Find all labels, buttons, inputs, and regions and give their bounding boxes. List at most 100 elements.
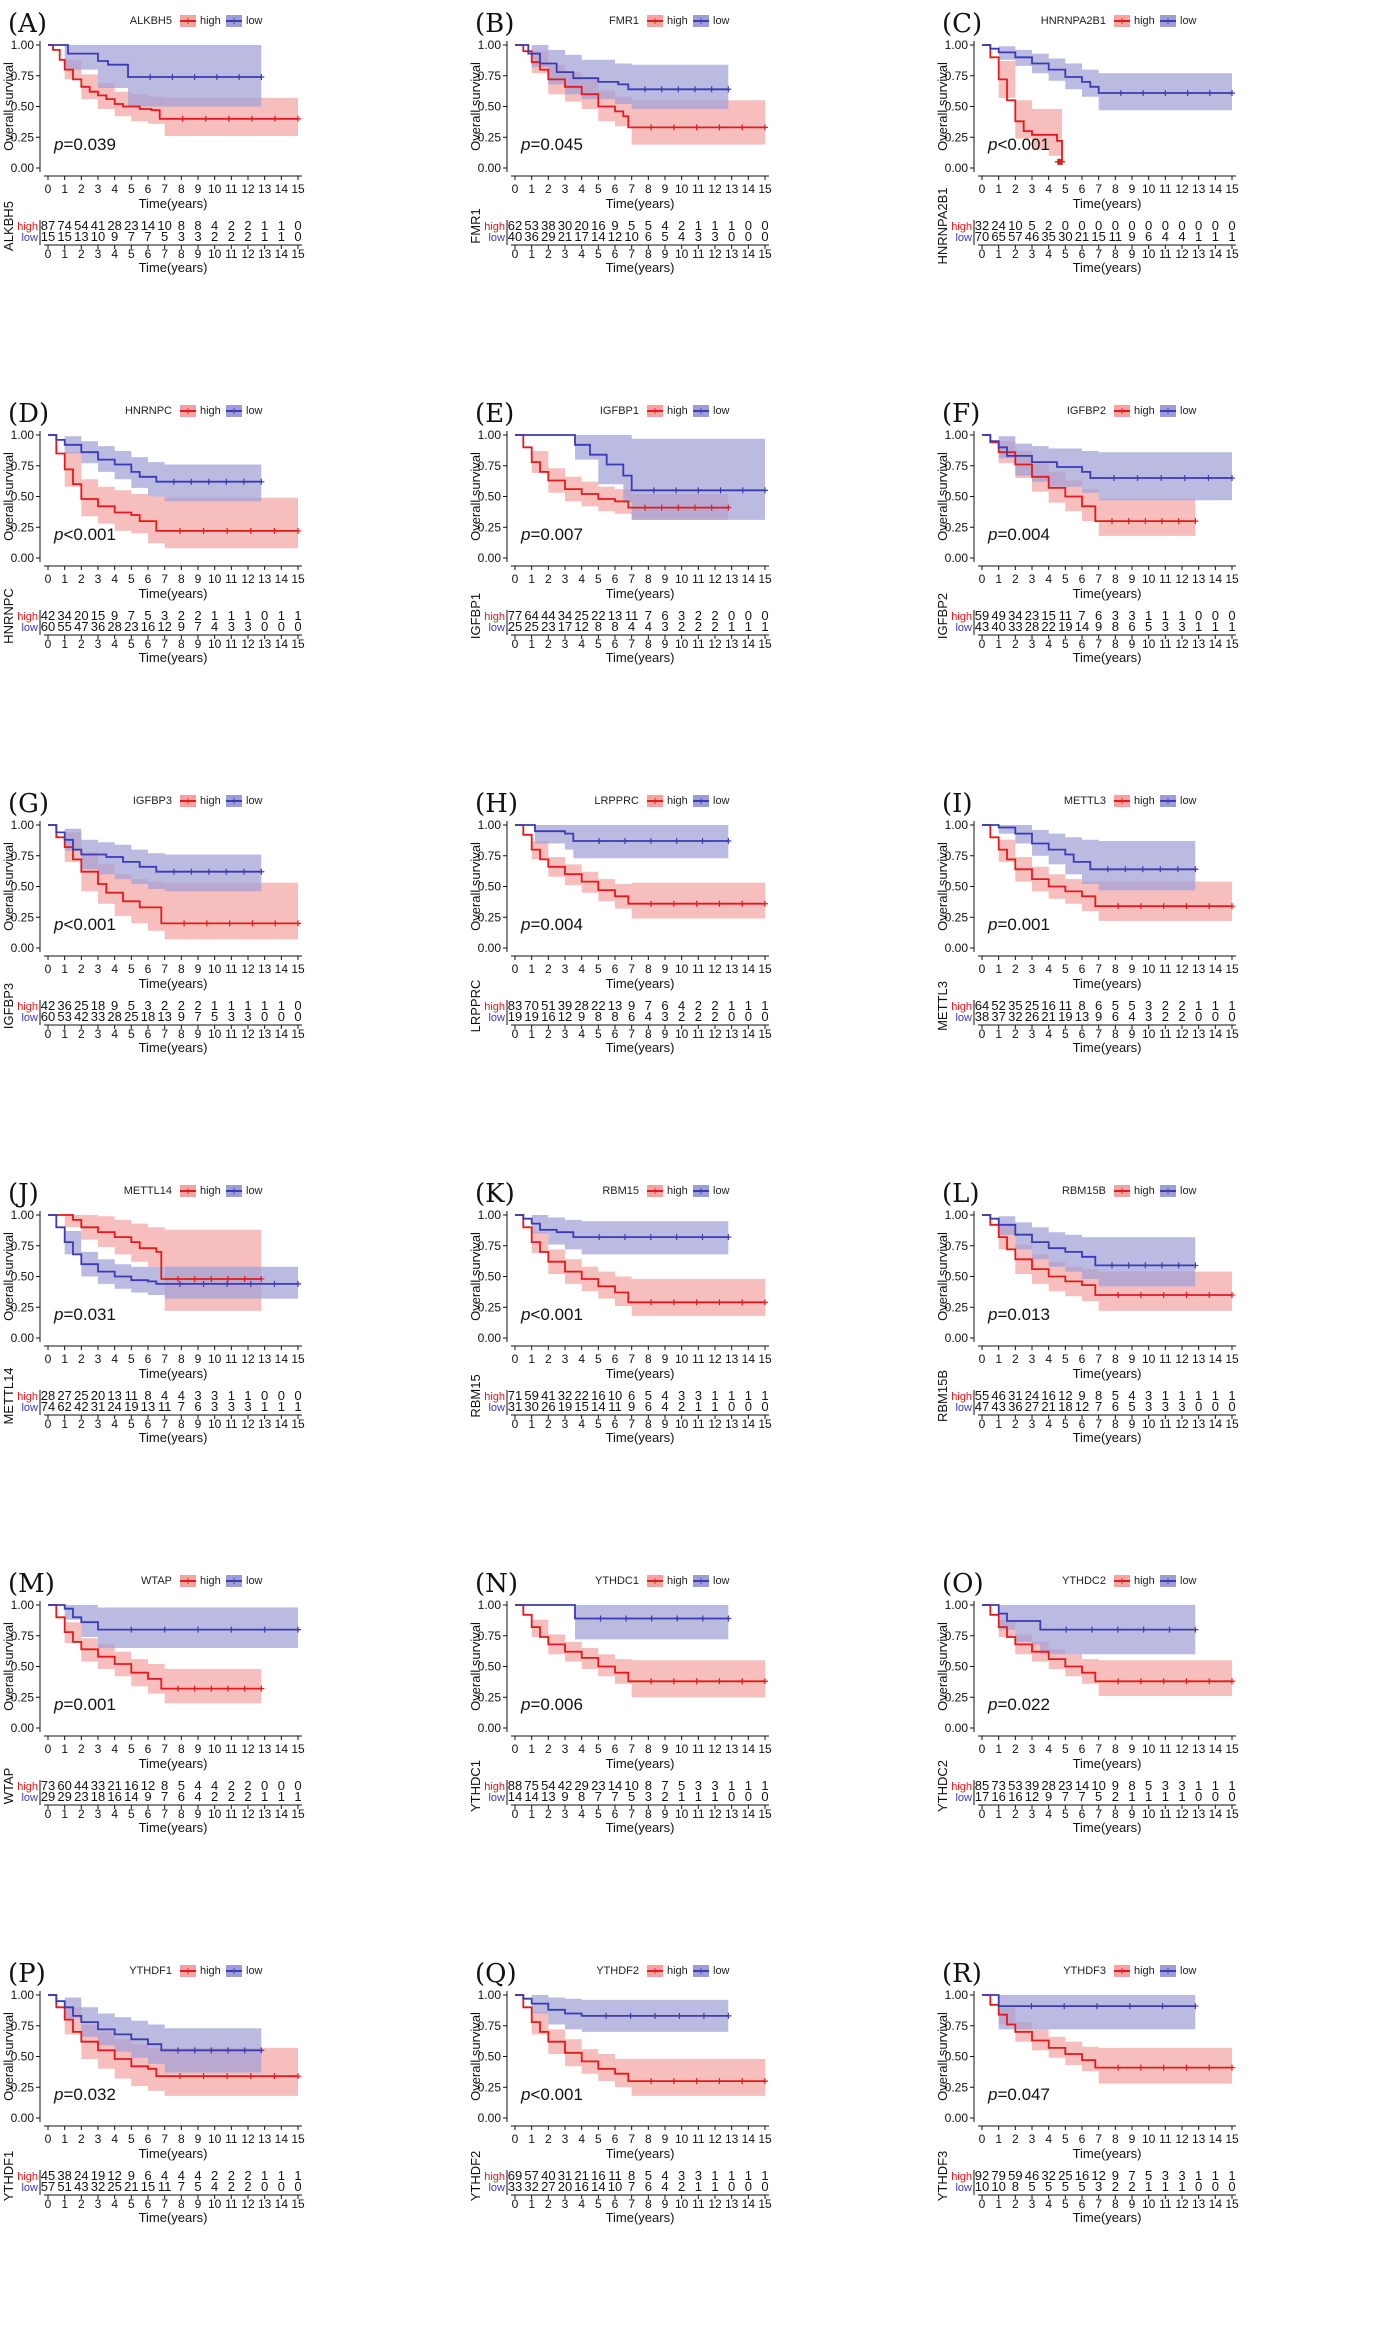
censor-mark	[739, 900, 746, 907]
risk-count-low: 21	[124, 2179, 138, 2194]
risk-x-tick-label: 2	[545, 1417, 552, 1431]
risk-x-tick-label: 8	[1112, 637, 1119, 651]
x-tick-label: 0	[512, 182, 519, 196]
risk-count-high: 39	[1025, 1778, 1039, 1793]
risk-count-high: 9	[128, 2168, 135, 2183]
risk-label-high: high	[17, 1781, 38, 1793]
risk-count-high: 16	[1041, 998, 1055, 1013]
risk-count-low: 30	[1058, 229, 1072, 244]
censor-mark	[1159, 518, 1165, 525]
risk-x-tick-label: 15	[1225, 1027, 1239, 1041]
risk-count-high: 9	[1078, 1388, 1085, 1403]
risk-x-tick-label: 1	[995, 2197, 1002, 2211]
x-tick-label: 0	[45, 1352, 52, 1366]
legend: HNRNPA2B1 + high + low	[1041, 14, 1197, 28]
risk-count-high: 4	[211, 218, 218, 233]
risk-count-high: 22	[591, 608, 605, 623]
risk-x-tick-label: 5	[128, 637, 135, 651]
legend-low-mark: +	[1164, 404, 1171, 418]
risk-count-low: 32	[524, 2179, 538, 2194]
risk-count-high: 4	[194, 1778, 201, 1793]
ci-band-low	[48, 435, 262, 502]
risk-count-low: 0	[1195, 2179, 1202, 2194]
survival-line-low	[48, 1604, 298, 1631]
y-tick-label: 0.25	[478, 2080, 502, 2094]
risk-count-high: 0	[761, 218, 768, 233]
x-tick-label: 2	[545, 1742, 552, 1756]
risk-count-high: 2	[244, 2168, 251, 2183]
risk-count-low: 7	[1062, 1789, 1069, 1804]
y-tick-label: 0.50	[478, 880, 502, 894]
risk-count-low: 2	[661, 1789, 668, 1804]
censor-mark	[1094, 2003, 1100, 2010]
risk-count-high: 0	[1112, 218, 1119, 233]
risk-count-high: 8	[1078, 998, 1085, 1013]
risk-count-low: 26	[541, 1399, 555, 1414]
risk-count-high: 2	[695, 608, 702, 623]
x-tick-label: 4	[578, 182, 585, 196]
risk-count-low: 2	[695, 619, 702, 634]
risk-count-high: 3	[211, 1388, 218, 1403]
risk-x-tick-label: 1	[995, 247, 1002, 261]
censor-mark	[208, 1685, 215, 1692]
x-tick-label: 10	[208, 2132, 222, 2146]
y-tick-label: 0.25	[945, 1690, 969, 1704]
x-tick-label: 3	[562, 962, 569, 976]
censor-mark	[240, 478, 247, 485]
risk-count-high: 2	[244, 1778, 251, 1793]
censor-mark	[1183, 2064, 1190, 2071]
x-tick-label: 5	[595, 1742, 602, 1756]
risk-count-high: 45	[41, 2168, 55, 2183]
x-tick-label: 9	[195, 572, 202, 586]
risk-count-high: 10	[1091, 1778, 1105, 1793]
risk-x-tick-label: 3	[1029, 1417, 1036, 1431]
p-value-symbol: p	[53, 1305, 63, 1324]
risk-count-low: 5	[1045, 2179, 1052, 2194]
risk-x-axis-title: Time(years)	[1073, 1820, 1142, 1835]
x-tick-label: 4	[111, 2132, 118, 2146]
x-tick-label: 10	[1142, 572, 1156, 586]
risk-x-tick-label: 7	[1095, 637, 1102, 651]
ci-band-high	[515, 1215, 765, 1316]
legend-low-mark: +	[1164, 1964, 1171, 1978]
risk-count-high: 64	[975, 998, 989, 1013]
risk-count-high: 11	[1059, 608, 1073, 623]
censor-mark	[596, 837, 603, 844]
y-tick-label: 0.50	[478, 1660, 502, 1674]
risk-count-high: 69	[508, 2168, 522, 2183]
x-tick-label: 12	[1175, 962, 1189, 976]
x-tick-label: 3	[562, 182, 569, 196]
risk-x-tick-label: 0	[45, 637, 52, 651]
censor-mark	[693, 900, 700, 907]
censor-mark	[717, 487, 724, 494]
x-tick-label: 3	[1029, 962, 1036, 976]
risk-x-tick-label: 4	[111, 637, 118, 651]
risk-count-high: 7	[645, 998, 652, 1013]
survival-line-low	[515, 1214, 729, 1238]
x-tick-label: 1	[61, 1352, 68, 1366]
x-tick-label: 1	[61, 2132, 68, 2146]
risk-x-tick-label: 2	[78, 2197, 85, 2211]
x-tick-label: 7	[1095, 182, 1102, 196]
risk-x-tick-label: 15	[758, 2197, 772, 2211]
x-tick-label: 6	[612, 1352, 619, 1366]
y-axis-title: Overall survival	[468, 1232, 483, 1321]
censor-mark	[128, 1626, 135, 1633]
risk-x-tick-label: 2	[78, 247, 85, 261]
x-axis-title: Time(years)	[139, 976, 208, 991]
y-tick-label: 1.00	[478, 38, 502, 52]
risk-label-low: low	[488, 1402, 505, 1414]
risk-count-high: 14	[141, 218, 155, 233]
risk-x-tick-label: 15	[291, 1807, 305, 1821]
risk-count-low: 43	[975, 619, 989, 634]
x-tick-label: 1	[528, 2132, 535, 2146]
risk-count-low: 3	[244, 1009, 251, 1024]
risk-x-tick-label: 1	[61, 637, 68, 651]
x-tick-label: 0	[45, 182, 52, 196]
risk-count-low: 42	[74, 1399, 88, 1414]
risk-x-tick-label: 14	[275, 247, 289, 261]
x-tick-label: 13	[258, 962, 272, 976]
